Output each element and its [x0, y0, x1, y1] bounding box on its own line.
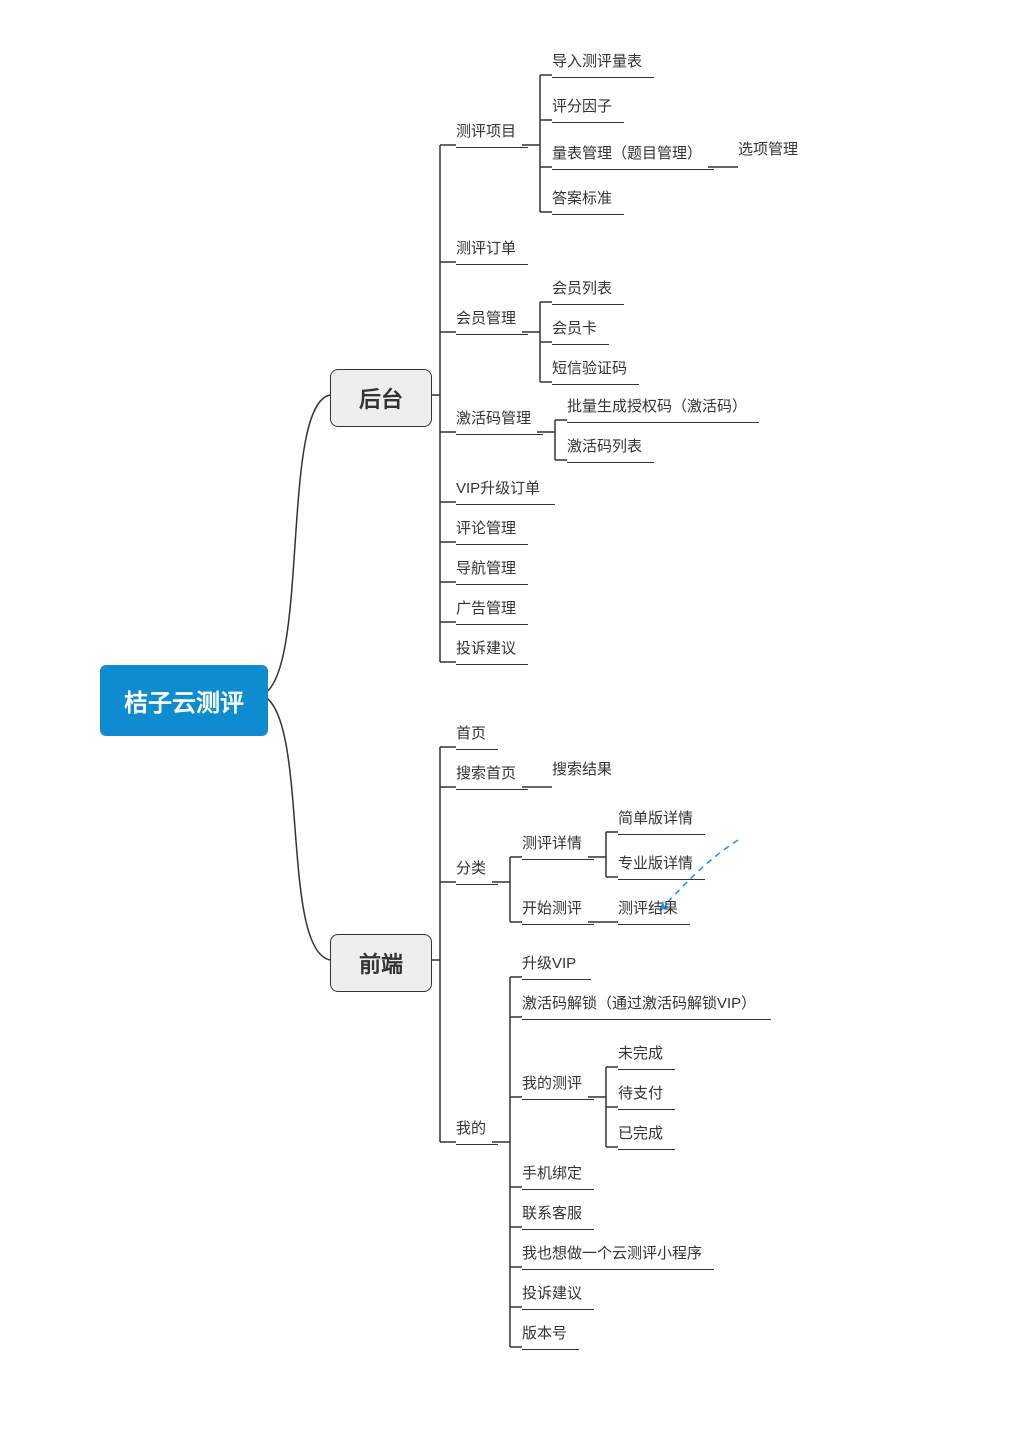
tree-node: 会员管理 — [456, 306, 528, 335]
tree-node: 投诉建议 — [456, 636, 528, 665]
tree-node: 量表管理（题目管理） — [552, 141, 714, 170]
tree-node: 答案标准 — [552, 186, 624, 215]
tree-node: 评论管理 — [456, 516, 528, 545]
tree-node: 激活码管理 — [456, 406, 543, 435]
tree-node: 会员列表 — [552, 276, 624, 305]
tree-node: 测评详情 — [522, 831, 594, 860]
tree-node: 批量生成授权码（激活码） — [567, 394, 759, 423]
tree-node: 测评订单 — [456, 236, 528, 265]
tree-node: 激活码解锁（通过激活码解锁VIP） — [522, 991, 771, 1020]
branch-backend: 后台 — [330, 369, 432, 427]
tree-node: 首页 — [456, 721, 498, 750]
tree-node: 分类 — [456, 856, 498, 885]
tree-node: 我也想做一个云测评小程序 — [522, 1241, 714, 1270]
tree-node: 选项管理 — [738, 141, 804, 159]
tree-node: 搜索结果 — [552, 761, 618, 779]
tree-node: 评分因子 — [552, 94, 624, 123]
tree-node: 版本号 — [522, 1321, 579, 1350]
tree-node: 激活码列表 — [567, 434, 654, 463]
tree-node: 会员卡 — [552, 316, 609, 345]
tree-node: 我的 — [456, 1116, 498, 1145]
tree-node: 升级VIP — [522, 951, 591, 980]
tree-node: 广告管理 — [456, 596, 528, 625]
tree-node: 搜索首页 — [456, 761, 528, 790]
tree-node: 投诉建议 — [522, 1281, 594, 1310]
tree-node: 测评结果 — [618, 896, 690, 925]
tree-node: 待支付 — [618, 1081, 675, 1110]
tree-node: 已完成 — [618, 1121, 675, 1150]
tree-node: 导入测评量表 — [552, 49, 654, 78]
tree-node: 专业版详情 — [618, 851, 705, 880]
tree-node: 导航管理 — [456, 556, 528, 585]
tree-node: 手机绑定 — [522, 1161, 594, 1190]
tree-node: 联系客服 — [522, 1201, 594, 1230]
tree-node: 未完成 — [618, 1041, 675, 1070]
tree-node: 简单版详情 — [618, 806, 705, 835]
branch-frontend: 前端 — [330, 934, 432, 992]
tree-node: 我的测评 — [522, 1071, 594, 1100]
tree-node: 开始测评 — [522, 896, 594, 925]
tree-node: 测评项目 — [456, 119, 528, 148]
tree-node: VIP升级订单 — [456, 476, 555, 505]
root-node: 桔子云测评 — [100, 665, 268, 736]
tree-node: 短信验证码 — [552, 356, 639, 385]
